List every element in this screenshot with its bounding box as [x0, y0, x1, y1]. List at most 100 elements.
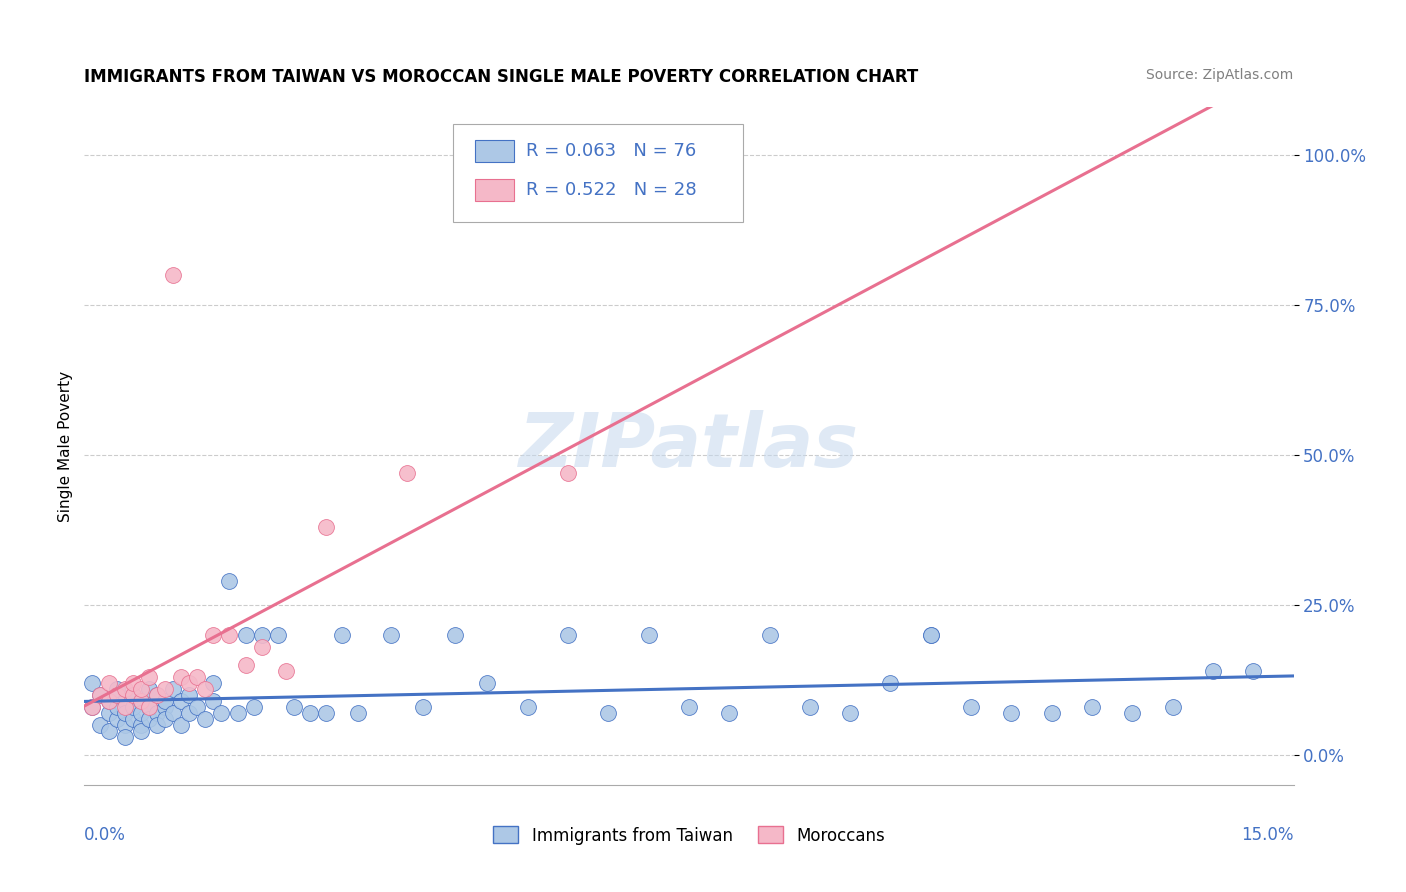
Text: 15.0%: 15.0%	[1241, 826, 1294, 844]
Point	[153, 681, 176, 696]
Point	[799, 700, 821, 714]
Point	[121, 688, 143, 702]
Point	[146, 706, 169, 720]
Point	[129, 681, 152, 696]
Point	[315, 520, 337, 534]
Point	[242, 700, 264, 714]
Point	[250, 640, 273, 654]
Point	[557, 628, 579, 642]
Point	[129, 706, 152, 720]
Point	[598, 706, 620, 720]
Point	[97, 706, 120, 720]
Point	[114, 718, 136, 732]
Point	[202, 694, 225, 708]
Point	[146, 688, 169, 702]
Point	[170, 694, 193, 708]
Point	[97, 723, 120, 738]
Point	[194, 712, 217, 726]
Point	[153, 694, 176, 708]
Point	[89, 688, 111, 702]
Point	[235, 628, 257, 642]
Point	[330, 628, 353, 642]
Point	[920, 628, 942, 642]
Point	[138, 712, 160, 726]
Text: 0.0%: 0.0%	[84, 826, 127, 844]
Point	[1202, 664, 1225, 678]
Point	[444, 628, 467, 642]
Point	[557, 466, 579, 480]
Point	[97, 676, 120, 690]
Text: Source: ZipAtlas.com: Source: ZipAtlas.com	[1146, 68, 1294, 82]
Point	[114, 730, 136, 744]
Point	[89, 718, 111, 732]
Text: ZIPatlas: ZIPatlas	[519, 409, 859, 483]
Point	[267, 628, 290, 642]
Point	[170, 670, 193, 684]
Point	[202, 676, 225, 690]
Point	[960, 700, 983, 714]
Point	[179, 706, 201, 720]
Text: R = 0.063   N = 76: R = 0.063 N = 76	[526, 142, 696, 160]
Point	[121, 712, 143, 726]
Point	[121, 688, 143, 702]
Point	[82, 700, 104, 714]
Point	[1000, 706, 1022, 720]
Point	[97, 694, 120, 708]
Point	[105, 712, 128, 726]
Point	[347, 706, 370, 720]
Point	[153, 700, 176, 714]
Point	[1241, 664, 1264, 678]
Point	[179, 688, 201, 702]
Point	[146, 718, 169, 732]
Text: IMMIGRANTS FROM TAIWAN VS MOROCCAN SINGLE MALE POVERTY CORRELATION CHART: IMMIGRANTS FROM TAIWAN VS MOROCCAN SINGL…	[84, 68, 918, 86]
Point	[186, 700, 208, 714]
Point	[283, 700, 305, 714]
Point	[138, 681, 160, 696]
Point	[879, 676, 901, 690]
Point	[105, 688, 128, 702]
Point	[412, 700, 434, 714]
Point	[121, 700, 143, 714]
Point	[202, 628, 225, 642]
Point	[146, 688, 169, 702]
Point	[129, 723, 152, 738]
Point	[1121, 706, 1143, 720]
Point	[516, 700, 538, 714]
Point	[82, 700, 104, 714]
Point	[121, 676, 143, 690]
Point	[114, 700, 136, 714]
Point	[477, 676, 499, 690]
Point	[920, 628, 942, 642]
Point	[138, 700, 160, 714]
Point	[179, 676, 201, 690]
Point	[170, 718, 193, 732]
Point	[235, 657, 257, 672]
Point	[395, 466, 418, 480]
Point	[114, 681, 136, 696]
FancyBboxPatch shape	[453, 124, 744, 222]
Point	[105, 700, 128, 714]
Y-axis label: Single Male Poverty: Single Male Poverty	[58, 370, 73, 522]
Point	[89, 688, 111, 702]
Point	[129, 718, 152, 732]
Text: R = 0.522   N = 28: R = 0.522 N = 28	[526, 181, 696, 199]
Point	[637, 628, 659, 642]
Legend: Immigrants from Taiwan, Moroccans: Immigrants from Taiwan, Moroccans	[486, 820, 891, 851]
Point	[315, 706, 337, 720]
Point	[162, 706, 184, 720]
Point	[218, 628, 240, 642]
Point	[82, 676, 104, 690]
Point	[114, 706, 136, 720]
Point	[299, 706, 322, 720]
Point	[226, 706, 249, 720]
Point	[129, 694, 152, 708]
Point	[114, 694, 136, 708]
Point	[162, 268, 184, 282]
Point	[839, 706, 862, 720]
Point	[218, 574, 240, 588]
Point	[129, 694, 152, 708]
Point	[1081, 700, 1104, 714]
Point	[194, 681, 217, 696]
Point	[1161, 700, 1184, 714]
Point	[97, 694, 120, 708]
